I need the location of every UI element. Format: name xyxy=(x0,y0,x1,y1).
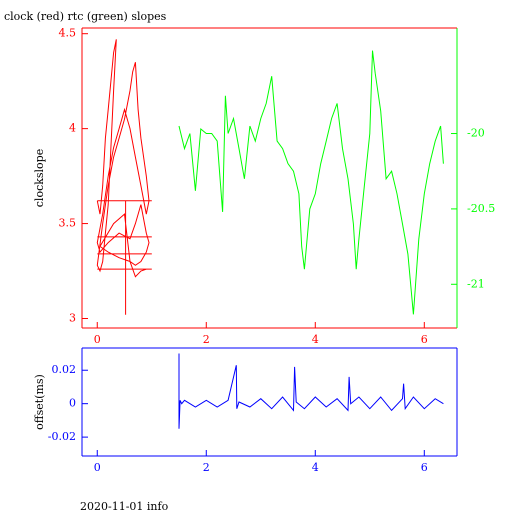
y-tick-label: 4 xyxy=(69,122,76,135)
y2-tick-label: -21 xyxy=(467,277,485,290)
x-tick-label: 4 xyxy=(312,333,319,346)
y-axis-label: clockslope xyxy=(33,149,46,207)
data-line xyxy=(96,39,152,315)
x-tick-label: 6 xyxy=(421,333,428,346)
chart-title: clock (red) rtc (green) slopes xyxy=(4,10,167,23)
y-tick-label: 0.02 xyxy=(52,363,77,376)
x-tick-label: 4 xyxy=(312,461,319,474)
x-tick-label: 0 xyxy=(94,461,101,474)
y-tick-label: -0.02 xyxy=(48,430,76,443)
footer: 2020-11-01 info xyxy=(80,500,169,512)
x-tick-label: 6 xyxy=(421,461,428,474)
y-tick-label: 4.5 xyxy=(59,27,77,40)
x-tick-label: 2 xyxy=(203,333,210,346)
y-tick-label: 0 xyxy=(69,397,76,410)
y-tick-label: 3.5 xyxy=(59,217,77,230)
y-tick-label: 3 xyxy=(69,312,76,325)
y2-tick-label: -20.5 xyxy=(467,202,495,215)
y-axis-label: offset(ms) xyxy=(33,374,46,430)
y2-tick-label: -20 xyxy=(467,127,485,140)
data-line xyxy=(178,353,444,429)
data-line xyxy=(178,50,444,315)
x-tick-label: 0 xyxy=(94,333,101,346)
x-tick-label: 2 xyxy=(203,461,210,474)
